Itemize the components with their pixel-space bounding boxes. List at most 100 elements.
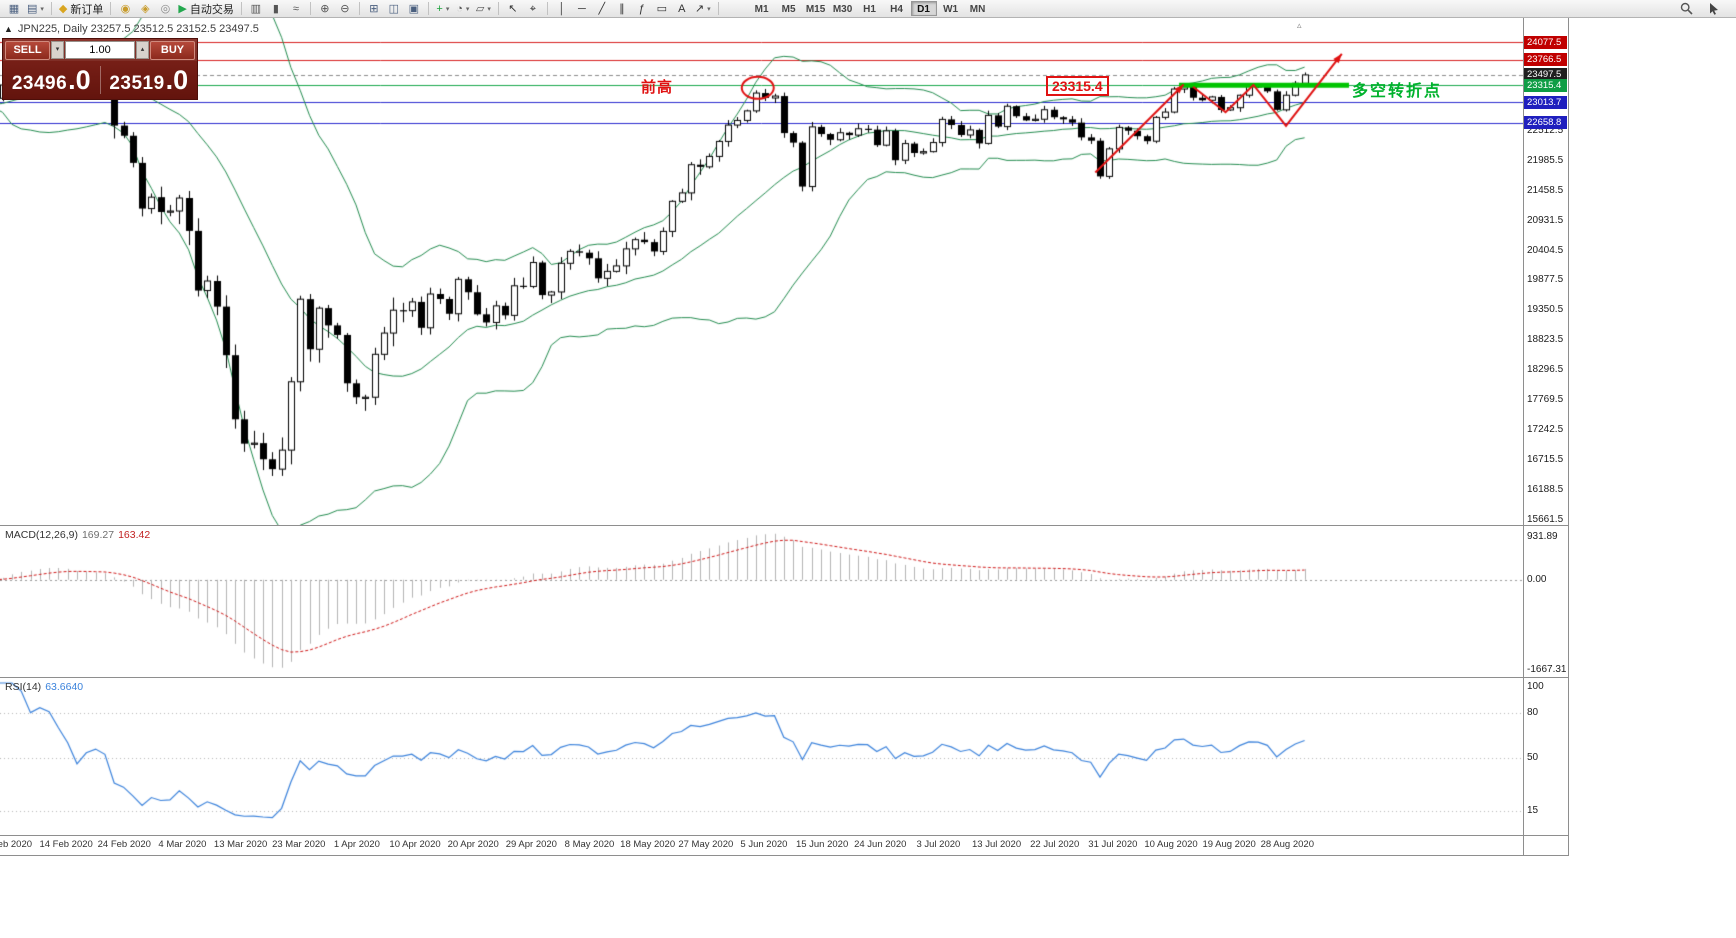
zoom-out-icon[interactable]: ⊖ (335, 1, 355, 17)
price-tag-23766.5: 23766.5 (1524, 53, 1567, 67)
arrange-windows-icon-glyph: ▣ (408, 2, 420, 15)
price-chart-canvas[interactable] (0, 18, 1523, 525)
chart-title-row: ▲ JPN225, Daily 23257.5 23512.5 23152.5 2… (4, 23, 259, 35)
timeframe-w1-button[interactable]: W1 (943, 4, 959, 15)
crosshair-icon-glyph: ⌖ (529, 2, 536, 15)
price-axis-label: 19350.5 (1527, 304, 1564, 316)
price-tag-22658.8: 22658.8 (1524, 116, 1567, 130)
new-order-button[interactable]: ◆ 新订单 (56, 1, 106, 17)
trendline-icon[interactable]: ╱ (592, 1, 612, 17)
templates-icon-glyph: ▱ (475, 2, 485, 15)
price-axis-label: 18296.5 (1527, 364, 1564, 376)
price-axis-label: 21985.5 (1527, 154, 1564, 166)
sell-button[interactable]: SELL (5, 40, 50, 60)
text-icon[interactable]: A (672, 1, 692, 17)
pane-splitter-macd[interactable] (0, 525, 1568, 526)
autotrade-button[interactable]: ▶ 自动交易 (175, 1, 236, 17)
timeframe-mn-button[interactable]: MN (969, 4, 986, 15)
timeframe-m5-button[interactable]: M5 (781, 4, 796, 15)
alerts-icon[interactable]: ◉ (115, 1, 135, 17)
community-icon-glyph: ◎ (160, 2, 171, 15)
zoom-in-icon[interactable]: ⊕ (315, 1, 335, 17)
tile-windows-icon-glyph: ⊞ (369, 2, 379, 15)
shapes-icon-glyph: ▭ (656, 2, 668, 15)
sell-price[interactable]: 23496.0 (3, 65, 100, 96)
timeframe-h1-button[interactable]: H1 (863, 4, 876, 15)
shapes-icon[interactable]: ▭ (652, 1, 672, 17)
date-axis-border (0, 835, 1568, 836)
price-shift-marker[interactable]: ▵ (1297, 20, 1302, 30)
templates-icon[interactable]: ▱ ▾ (473, 1, 494, 17)
date-label: 10 Apr 2020 (389, 839, 441, 850)
cascade-windows-icon[interactable]: ◫ (384, 1, 404, 17)
buy-price[interactable]: 23519.0 (101, 65, 198, 96)
trade-panel-toggle[interactable]: ▲ (4, 24, 13, 34)
price-tag-23013.7: 23013.7 (1524, 95, 1567, 109)
toolbar-separator (358, 2, 360, 15)
timeframe-d1-button[interactable]: D1 (910, 1, 937, 16)
periods-icon[interactable]: ◔ ▾ (453, 1, 473, 17)
rsi-canvas[interactable] (0, 679, 1523, 835)
candlestick-chart-icon[interactable]: ▮ (266, 1, 286, 17)
fibonacci-icon-glyph: ƒ (638, 2, 645, 15)
date-label: 28 Aug 2020 (1260, 839, 1314, 850)
line-chart-icon[interactable]: ≈ (286, 1, 306, 17)
date-label: 13 Jul 2020 (971, 839, 1022, 850)
macd-axis-label: -1667.31 (1527, 664, 1567, 675)
autotrade-button-label: 自动交易 (189, 3, 234, 16)
toolbar-separator (240, 2, 242, 15)
price-tag-23497.5: 23497.5 (1524, 68, 1567, 82)
volume-input[interactable] (65, 41, 135, 59)
crosshair-icon[interactable]: ⌖ (523, 1, 543, 17)
price-axis-label: 19877.5 (1527, 274, 1564, 286)
date-label: 29 Apr 2020 (505, 839, 557, 850)
fibonacci-icon[interactable]: ƒ (632, 1, 652, 17)
sell-price-pips: .0 (68, 64, 91, 95)
horizontal-line-icon[interactable]: ─ (572, 1, 592, 17)
arrange-windows-icon[interactable]: ▣ (404, 1, 424, 17)
indicators-icon[interactable]: + ▾ (433, 1, 453, 17)
zoom-out-icon-glyph: ⊖ (340, 2, 350, 15)
bar-chart-icon[interactable]: ▥ (246, 1, 266, 17)
timeframe-m30-button[interactable]: M30 (832, 4, 853, 15)
search-button[interactable] (1676, 1, 1696, 17)
indicators-icon-glyph: + (436, 2, 443, 15)
date-label: 31 Jul 2020 (1088, 839, 1138, 850)
profiles-icon[interactable]: ▤ ▾ (24, 1, 47, 17)
new-chart-icon[interactable]: ▦ (4, 1, 24, 17)
alerts-icon-glyph: ◉ (120, 2, 131, 15)
accounts-icon[interactable]: ◈ (135, 1, 155, 17)
horizontal-line-icon-glyph: ─ (577, 2, 586, 15)
vertical-line-icon[interactable]: │ (552, 1, 572, 17)
annotation-prev-high[interactable]: 前高 (641, 79, 674, 96)
buy-button[interactable]: BUY (150, 40, 195, 60)
price-axis[interactable]: 22512.5 21985.5 21458.5 20931.5 20404.5 19877… (1524, 0, 1568, 856)
arrows-tool-icon[interactable]: ↗ ▾ (692, 1, 714, 17)
community-icon[interactable]: ◎ (155, 1, 175, 17)
zoom-in-icon-glyph: ⊕ (320, 2, 330, 15)
toolbar-icon-group: ▦ ▤ ▾ ◆ 新订单 ◉ ◈ ◎ ▶ 自动交易 ▥ ▮ ≈ ⊕ ⊖ ⊞ ◫ ▣ + ▾ ◔ ▾ ▱ ▾ ↖ ⌖ │ ─ ╱ ∥ ƒ ▭ A ↗ ▾ (4, 1, 723, 17)
accounts-icon-glyph: ◈ (141, 2, 150, 15)
annotation-level-box[interactable]: 23315.4 (1046, 76, 1109, 96)
price-axis-label: 20931.5 (1527, 214, 1564, 226)
annotation-turning-point[interactable]: 多空转折点 (1352, 83, 1443, 100)
channel-icon-glyph: ∥ (619, 2, 625, 15)
new-order-button-glyph: ◆ (58, 2, 68, 15)
date-label: 13 Mar 2020 (213, 839, 268, 850)
trade-prices-row: 23496.0 23519.0 (3, 61, 197, 99)
cursor-icon[interactable]: ↖ (503, 1, 523, 17)
channel-icon[interactable]: ∥ (612, 1, 632, 17)
tile-windows-icon[interactable]: ⊞ (364, 1, 384, 17)
rsi-axis-label: 100 (1527, 681, 1544, 692)
timeframe-m15-button[interactable]: M15 (805, 4, 826, 15)
volume-up-button[interactable]: ▴ (136, 41, 149, 59)
dropdown-caret-icon: ▾ (707, 5, 711, 13)
date-axis[interactable]: 5 Feb 2020 14 Feb 2020 24 Feb 2020 4 Mar 20… (0, 837, 1523, 854)
volume-down-button[interactable]: ▾ (51, 41, 64, 59)
macd-canvas[interactable] (0, 527, 1523, 677)
timeframe-m1-button[interactable]: M1 (754, 4, 769, 15)
pointer-button[interactable] (1704, 1, 1724, 17)
pane-splitter-rsi[interactable] (0, 677, 1568, 678)
timeframe-h4-button[interactable]: H4 (890, 4, 903, 15)
date-label: 10 Aug 2020 (1144, 839, 1198, 850)
